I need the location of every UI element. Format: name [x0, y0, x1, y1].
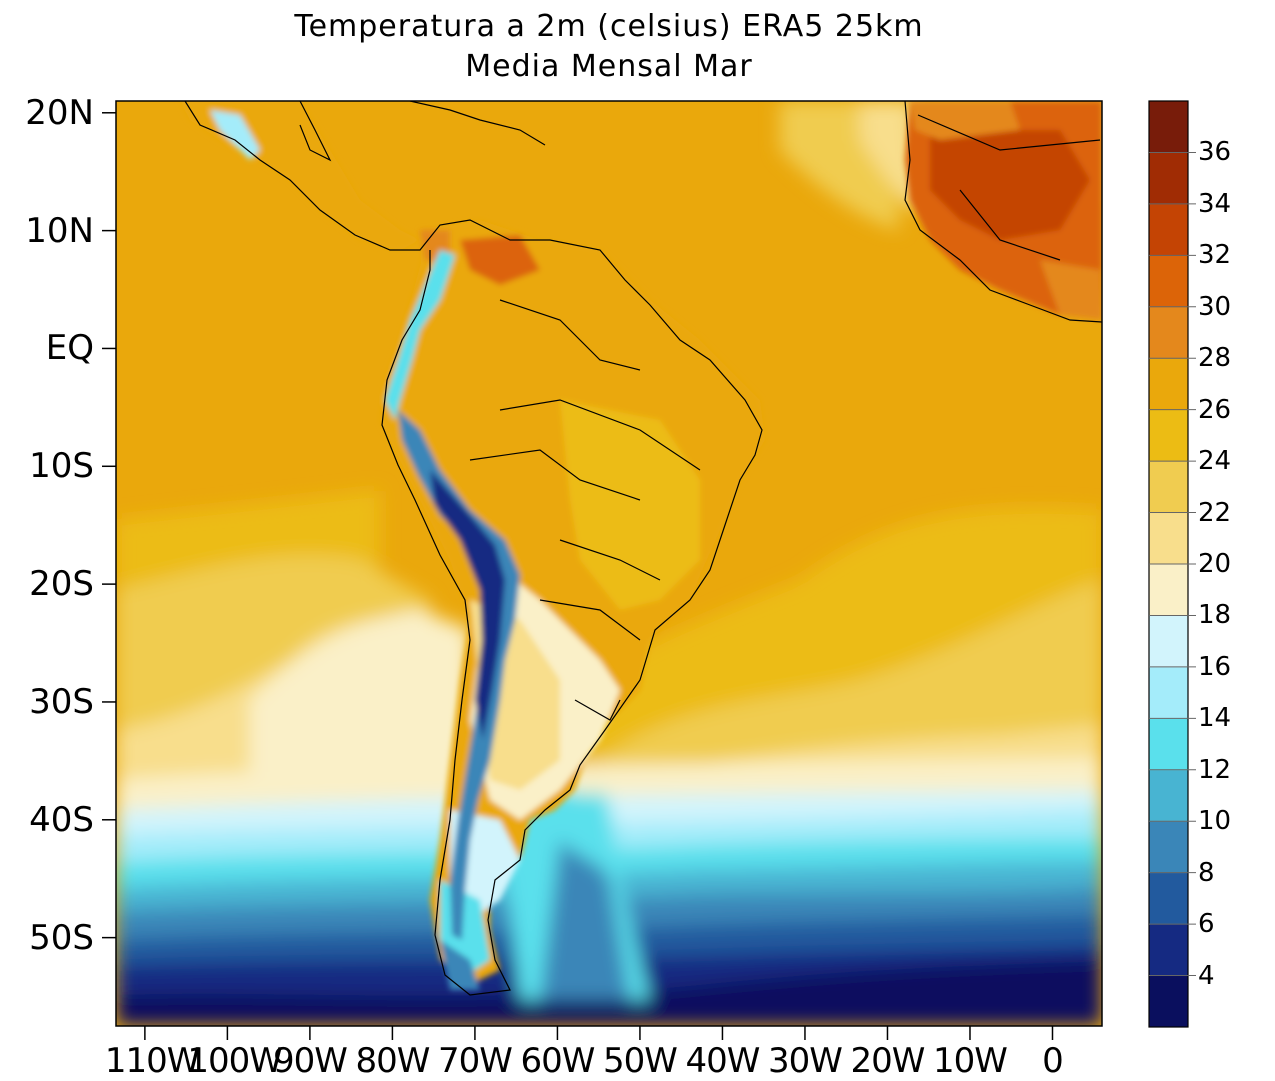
colorbar-level-label: 30	[1198, 291, 1232, 322]
lat-tick-label: 50S	[29, 917, 94, 958]
colorbar-level-label: 4	[1198, 960, 1215, 991]
lat-tick-label: 30S	[29, 681, 94, 722]
lon-tick-label: 80W	[355, 1041, 430, 1081]
colorbar-level-label: 10	[1198, 806, 1232, 837]
lon-tick-label: 90W	[272, 1041, 348, 1081]
colorbar-segment	[1149, 512, 1188, 565]
lat-tick-label: 10S	[29, 446, 94, 487]
colorbar-segment	[1149, 872, 1188, 925]
colorbar-segment	[1149, 101, 1188, 153]
colorbar-segment	[1149, 203, 1188, 256]
lon-tick-label: 0	[1042, 1041, 1064, 1081]
colorbar-segment	[1149, 924, 1188, 977]
colorbar-segment	[1149, 255, 1188, 308]
colorbar-level-label: 18	[1198, 600, 1232, 631]
colorbar-level-label: 22	[1198, 497, 1232, 528]
colorbar-level-label: 16	[1198, 651, 1232, 682]
colorbar-segment	[1149, 666, 1188, 719]
map-title: Temperatura a 2m (celsius) ERA5 25km	[294, 9, 924, 44]
colorbar-segment	[1149, 615, 1188, 668]
colorbar	[1148, 100, 1196, 1028]
colorbar-level-label: 28	[1198, 343, 1232, 374]
colorbar-segment	[1149, 152, 1188, 205]
colorbar-level-label: 6	[1198, 909, 1215, 940]
colorbar-segment	[1149, 461, 1188, 514]
colorbar-level-label: 20	[1198, 549, 1232, 579]
colorbar-segment	[1149, 769, 1188, 822]
colorbar-level-label: 32	[1198, 240, 1232, 271]
lon-tick-label: 100W	[187, 1041, 283, 1081]
colorbar-level-label: 8	[1198, 857, 1215, 888]
lon-tick-label: 10W	[933, 1041, 1008, 1081]
lon-tick-label: 110W	[104, 1041, 201, 1081]
lon-tick-label: 70W	[437, 1041, 513, 1081]
lon-tick-label: 60W	[520, 1041, 595, 1081]
colorbar-level-label: 34	[1198, 188, 1232, 219]
colorbar-segment	[1149, 821, 1188, 874]
colorbar-segment	[1149, 306, 1188, 359]
colorbar-segment	[1149, 358, 1188, 411]
map-subtitle: Media Mensal Mar	[465, 49, 753, 84]
colorbar-segment	[1149, 718, 1188, 771]
axis-ticks	[102, 112, 1054, 1040]
lat-tick-label: 10N	[25, 210, 94, 251]
lon-tick-label: 30W	[768, 1041, 843, 1081]
lat-tick-label: 20S	[29, 564, 94, 605]
colorbar-level-label: 24	[1198, 446, 1232, 477]
colorbar-level-label: 36	[1198, 137, 1232, 168]
lon-tick-label: 20W	[850, 1041, 926, 1081]
lat-tick-label: 40S	[29, 799, 94, 840]
temperature-field	[116, 101, 1102, 1026]
colorbar-segment	[1149, 975, 1188, 1028]
colorbar-level-label: 14	[1198, 703, 1232, 734]
plot-frame	[115, 100, 1103, 1027]
colorbar-segment	[1149, 564, 1188, 616]
colorbar-level-label: 12	[1198, 754, 1232, 785]
colorbar-level-label: 26	[1198, 394, 1232, 425]
lat-tick-label: 20N	[25, 92, 94, 133]
lon-tick-label: 50W	[602, 1041, 678, 1081]
lon-tick-label: 40W	[685, 1041, 760, 1081]
lat-tick-label: EQ	[45, 328, 94, 369]
colorbar-segment	[1149, 409, 1188, 462]
